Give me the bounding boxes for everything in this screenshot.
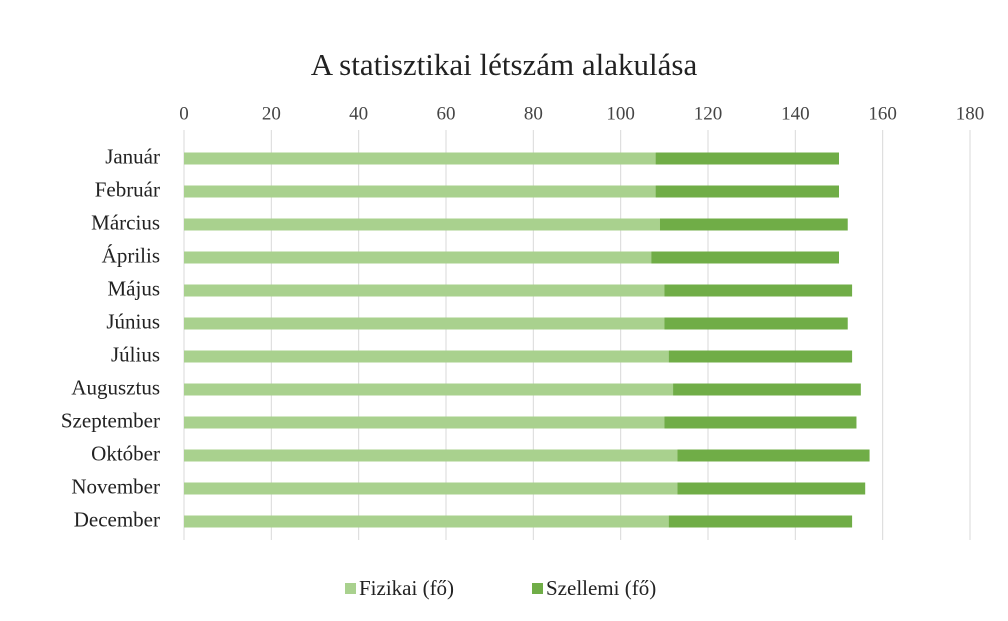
bar-segment xyxy=(651,251,839,264)
chart-title: A statisztikai létszám alakulása xyxy=(311,47,698,82)
bar-segment xyxy=(655,185,839,198)
y-tick-label: Október xyxy=(91,441,160,465)
bar-segment xyxy=(664,416,857,429)
bar-segment xyxy=(668,515,853,528)
bar-segment xyxy=(184,350,669,363)
bar-segment xyxy=(659,218,848,231)
bar-segment xyxy=(184,482,678,495)
bar-segment xyxy=(184,416,665,429)
bar-segment xyxy=(677,449,870,462)
x-tick-label: 140 xyxy=(781,103,810,124)
y-tick-label: Május xyxy=(108,276,161,300)
y-tick-label: Április xyxy=(102,243,160,267)
x-tick-label: 60 xyxy=(437,103,456,124)
bar-segment xyxy=(184,449,678,462)
y-tick-label: Március xyxy=(91,210,160,234)
legend-label: Szellemi (fő) xyxy=(546,576,656,600)
bar-segment xyxy=(655,152,839,165)
x-tick-label: 100 xyxy=(606,103,635,124)
x-tick-label: 120 xyxy=(694,103,723,124)
x-tick-label: 0 xyxy=(179,103,189,124)
legend-swatch xyxy=(532,583,543,594)
legend-label: Fizikai (fő) xyxy=(359,576,454,600)
y-tick-label: Február xyxy=(95,177,160,201)
x-tick-label: 160 xyxy=(868,103,897,124)
x-tick-label: 40 xyxy=(349,103,368,124)
bar-segment xyxy=(677,482,866,495)
bar-segment xyxy=(184,152,656,165)
bar-segment xyxy=(184,218,660,231)
bar-segment xyxy=(664,317,848,330)
bar-segment xyxy=(668,350,853,363)
y-tick-label: Június xyxy=(106,309,160,333)
x-tick-label: 180 xyxy=(956,103,985,124)
y-tick-label: Január xyxy=(105,144,160,168)
y-tick-label: Augusztus xyxy=(71,375,160,399)
bar-segment xyxy=(673,383,861,396)
bar-segment xyxy=(184,383,674,396)
x-tick-label: 20 xyxy=(262,103,281,124)
bar-segment xyxy=(184,251,652,264)
bar-segment xyxy=(184,515,669,528)
bar-segment xyxy=(184,284,665,297)
bar-segment xyxy=(184,317,665,330)
bar-segment xyxy=(184,185,656,198)
x-tick-label: 80 xyxy=(524,103,543,124)
legend-swatch xyxy=(345,583,356,594)
y-tick-label: Július xyxy=(111,342,160,366)
bar-segment xyxy=(664,284,853,297)
y-tick-label: November xyxy=(71,474,160,498)
y-tick-label: Szeptember xyxy=(61,408,160,432)
y-tick-label: December xyxy=(74,507,160,531)
